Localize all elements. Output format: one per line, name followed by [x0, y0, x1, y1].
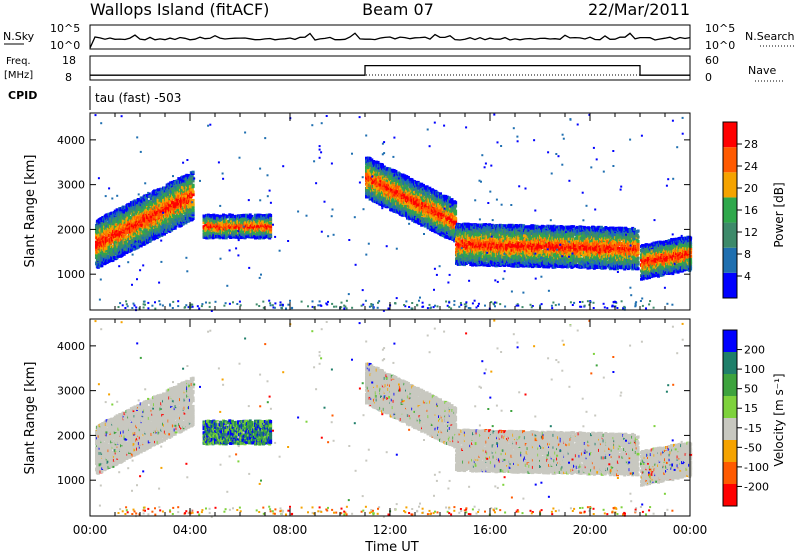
nave-tick-bottom: 0 [705, 71, 712, 84]
power-echo-cell [192, 191, 195, 194]
radar-summary-plot: Wallops Island (fitACF) Beam 07 22/Mar/2… [0, 0, 800, 554]
nave-label: Nave [748, 64, 776, 77]
power-echo-cell [269, 214, 272, 217]
nave-tick-top: 60 [705, 54, 719, 67]
nsky-panel: N.Sky 10^5 10^0 10^5 10^0 N.Search [3, 22, 796, 52]
cpid-text: tau (fast) -503 [95, 91, 181, 105]
nsky-right-tick-top: 10^5 [705, 22, 735, 35]
cpid-panel: CPID tau (fast) -503 [8, 86, 181, 110]
power-echo-cell [192, 171, 195, 174]
station-title: Wallops Island (fitACF) [90, 0, 269, 19]
freq-tick-top: 18 [62, 54, 76, 67]
date-title: 22/Mar/2011 [588, 0, 690, 19]
freq-label: Freq. [6, 56, 31, 67]
power-echo-cell [191, 188, 194, 191]
power-echo-cell [269, 222, 272, 225]
nsky-trace [90, 33, 690, 48]
nsky-left-tick-top: 10^5 [50, 22, 80, 35]
nsky-right-tick-bottom: 10^0 [705, 39, 735, 52]
cpid-label: CPID [8, 89, 37, 102]
freq-tick-bottom: 8 [65, 71, 72, 84]
nave-trace [90, 66, 690, 76]
freq-panel: Freq. [MHz] 18 8 60 0 Nave [4, 54, 785, 84]
power-echo-cell [158, 216, 161, 219]
beam-title: Beam 07 [362, 0, 434, 19]
nsky-left-tick-bottom: 10^0 [50, 39, 80, 52]
nsky-label: N.Sky [3, 30, 35, 43]
power-echo-cell [100, 264, 103, 267]
freq-unit-label: [MHz] [4, 70, 33, 81]
power-echo-cell [269, 218, 272, 221]
power-echo-cell [192, 184, 195, 187]
nsearch-label: N.Search [745, 30, 795, 43]
